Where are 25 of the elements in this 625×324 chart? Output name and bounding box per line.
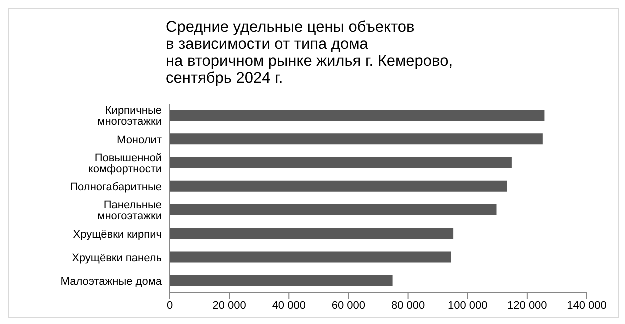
x-tick-label: 20 000 xyxy=(212,300,246,312)
bar xyxy=(170,252,452,263)
x-tick-label: 60 000 xyxy=(332,300,366,312)
y-tick-label: Кирпичные многоэтажки xyxy=(98,105,162,128)
y-tick-label: Полногабаритные xyxy=(70,182,162,194)
x-tick-label: 80 000 xyxy=(391,300,426,312)
y-tick-label: Малоэтажные дома xyxy=(60,276,163,288)
x-tick-label: 0 xyxy=(166,300,174,312)
x-tick-label: 40 000 xyxy=(272,300,306,312)
y-tick-label: Повышенной комфортности xyxy=(88,152,162,176)
x-tick-label: 140 000 xyxy=(567,300,607,312)
y-tick-label: Панельные многоэтажки xyxy=(98,200,162,223)
x-tick-label: 120 000 xyxy=(508,300,548,312)
bar xyxy=(170,275,393,286)
bar xyxy=(170,180,508,192)
bar xyxy=(170,228,454,240)
chart-title: Средние удельные цены объектов в зависимости от типа дома на вторичном рынке жилья г. Кемерово, сентябрь 2024 г. xyxy=(166,19,453,87)
y-tick-label: Хрущёвки панель xyxy=(72,252,162,264)
bar xyxy=(170,157,512,168)
bar xyxy=(170,204,497,216)
bar xyxy=(170,110,545,121)
x-tick-label: 100 000 xyxy=(448,300,488,312)
bar xyxy=(170,134,543,145)
y-tick-label: Хрущёвки кирпич xyxy=(73,228,162,241)
y-tick-label: Монолит xyxy=(117,134,162,146)
